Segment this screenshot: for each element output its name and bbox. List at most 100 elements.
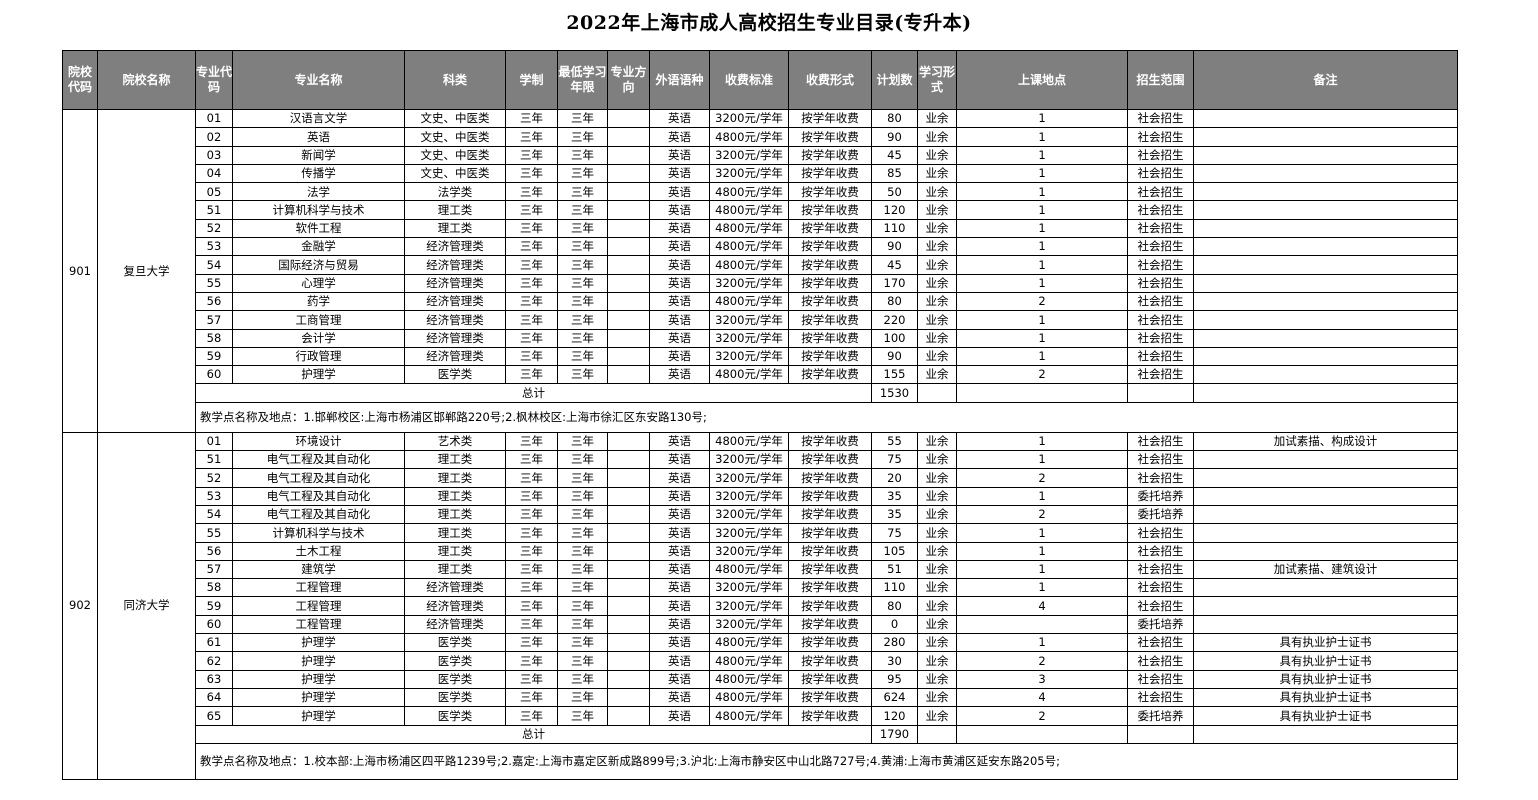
table-cell: 社会招生 [1127, 365, 1194, 385]
table-cell: 按学年收费 [788, 200, 872, 220]
table-cell: 3200元/学年 [709, 468, 789, 488]
table-cell: 社会招生 [1127, 346, 1194, 367]
table-cell: 1 [956, 559, 1128, 580]
table-cell: 3200元/学年 [709, 578, 789, 598]
table-row: 05 法学 法学类 三年 三年 英语 4800元/学年 按学年收费 50 业余 1 社会招生 [63, 182, 1458, 202]
table-cell: 经济管理类 [404, 614, 506, 635]
table-cell: 护理学 [232, 669, 405, 689]
table-cell: 加试素描、建筑设计 [1193, 559, 1458, 580]
table-cell: 护理学 [232, 706, 405, 726]
table-cell: 4800元/学年 [709, 255, 789, 275]
column-header: 学制 [505, 50, 558, 110]
table-cell: 英语 [649, 651, 710, 671]
table-cell: 按学年收费 [788, 328, 872, 348]
column-header: 学习形式 [917, 50, 957, 110]
table-cell: 理工类 [404, 200, 506, 220]
table-row: 61 护理学 医学类 三年 三年 英语 4800元/学年 按学年收费 280 业余 1 社会招生 具有执… [63, 633, 1458, 653]
table-cell: 三年 [505, 163, 558, 184]
column-header: 最低学习年限 [557, 50, 608, 110]
table-cell: 按学年收费 [788, 651, 872, 671]
table-cell: 2 [956, 504, 1128, 525]
column-header: 备注 [1193, 50, 1458, 110]
table-row: 53 金融学 经济管理类 三年 三年 英语 4800元/学年 按学年收费 90 业余 1 社会招生 [63, 237, 1458, 257]
table-cell: 4800元/学年 [709, 706, 789, 726]
table-cell: 社会招生 [1127, 431, 1194, 452]
table-cell: 280 [871, 633, 918, 653]
table-cell: 3200元/学年 [709, 145, 789, 165]
table-cell: 90 [871, 127, 918, 147]
table-cell: 三年 [505, 651, 558, 671]
table-cell: 经济管理类 [404, 596, 506, 616]
table-row: 64 护理学 医学类 三年 三年 英语 4800元/学年 按学年收费 624 业余 4 社会招生 具有执… [63, 687, 1458, 708]
empty-cell [1127, 383, 1194, 403]
table-cell: 4800元/学年 [709, 559, 789, 580]
table-cell: 理工类 [404, 468, 506, 488]
total-label: 总计 [195, 383, 872, 403]
table-row: 58 工程管理 经济管理类 三年 三年 英语 3200元/学年 按学年收费 110 业余 1 社会招生 [63, 578, 1458, 598]
table-cell: 社会招生 [1127, 468, 1194, 488]
table-cell: 624 [871, 687, 918, 708]
table-cell: 委托培养 [1127, 486, 1194, 506]
table-cell: 3200元/学年 [709, 523, 789, 543]
table-cell [607, 523, 650, 543]
table-row: 54 电气工程及其自动化 理工类 三年 三年 英语 3200元/学年 按学年收费 35 业余 2 委托… [63, 504, 1458, 525]
table-cell: 经济管理类 [404, 255, 506, 275]
table-cell: 业余 [917, 578, 957, 598]
table-cell: 110 [871, 578, 918, 598]
table-cell: 3200元/学年 [709, 310, 789, 330]
table-row: 60 工程管理 经济管理类 三年 三年 英语 3200元/学年 按学年收费 0 业余 委托培养 [63, 614, 1458, 635]
table-cell: 75 [871, 523, 918, 543]
table-cell: 电气工程及其自动化 [232, 468, 405, 488]
table-cell: 3 [956, 669, 1128, 689]
table-cell [607, 486, 650, 506]
table-cell: 业余 [917, 633, 957, 653]
page-title: 2022年上海市成人高校招生专业目录(专升本) [566, 12, 972, 34]
table-cell: 51 [195, 450, 233, 470]
table-cell [607, 237, 650, 257]
table-cell: 业余 [917, 200, 957, 220]
table-cell: 三年 [505, 255, 558, 275]
table-cell: 英语 [649, 365, 710, 385]
table-cell: 理工类 [404, 541, 506, 561]
table-cell: 英语 [649, 614, 710, 635]
table-cell: 医学类 [404, 669, 506, 689]
table-cell: 英语 [649, 541, 710, 561]
table-cell: 三年 [557, 127, 608, 147]
table-cell [1193, 486, 1458, 506]
table-cell: 220 [871, 310, 918, 330]
admissions-table: 院校代码 院校名称 专业代码 专业名称 科类 学制 最低学习年限 专业方向 外语语种 收费标准 收费… [62, 50, 1458, 780]
table-cell: 按学年收费 [788, 559, 872, 580]
table-cell: 3200元/学年 [709, 450, 789, 470]
table-cell: 工程管理 [232, 596, 405, 616]
table-row: 59 行政管理 经济管理类 三年 三年 英语 3200元/学年 按学年收费 90 业余 1 社会招生 [63, 346, 1458, 367]
column-header: 收费标准 [709, 50, 789, 110]
table-cell: 45 [871, 255, 918, 275]
table-cell: 会计学 [232, 328, 405, 348]
table-cell: 传播学 [232, 163, 405, 184]
table-cell: 社会招生 [1127, 200, 1194, 220]
table-cell: 英语 [649, 504, 710, 525]
table-cell: 53 [195, 486, 233, 506]
table-cell: 55 [195, 273, 233, 293]
table-row: 51 电气工程及其自动化 理工类 三年 三年 英语 3200元/学年 按学年收费 75 业余 1 社会… [63, 450, 1458, 470]
table-cell: 按学年收费 [788, 450, 872, 470]
table-cell [607, 706, 650, 726]
table-cell [1193, 541, 1458, 561]
table-cell: 01 [195, 108, 233, 129]
column-header: 专业名称 [232, 50, 405, 110]
table-cell [607, 273, 650, 293]
table-cell: 英语 [649, 578, 710, 598]
table-row: 59 工程管理 经济管理类 三年 三年 英语 3200元/学年 按学年收费 80 业余 4 社会招生 [63, 596, 1458, 616]
table-cell [1193, 273, 1458, 293]
table-cell [607, 200, 650, 220]
table-cell: 1 [956, 431, 1128, 452]
table-cell: 业余 [917, 145, 957, 165]
table-cell: 1 [956, 541, 1128, 561]
table-cell: 三年 [505, 450, 558, 470]
table-cell: 57 [195, 310, 233, 330]
table-cell: 4800元/学年 [709, 431, 789, 452]
table-cell: 按学年收费 [788, 541, 872, 561]
table-cell: 80 [871, 108, 918, 129]
table-cell: 电气工程及其自动化 [232, 486, 405, 506]
table-cell: 4800元/学年 [709, 200, 789, 220]
